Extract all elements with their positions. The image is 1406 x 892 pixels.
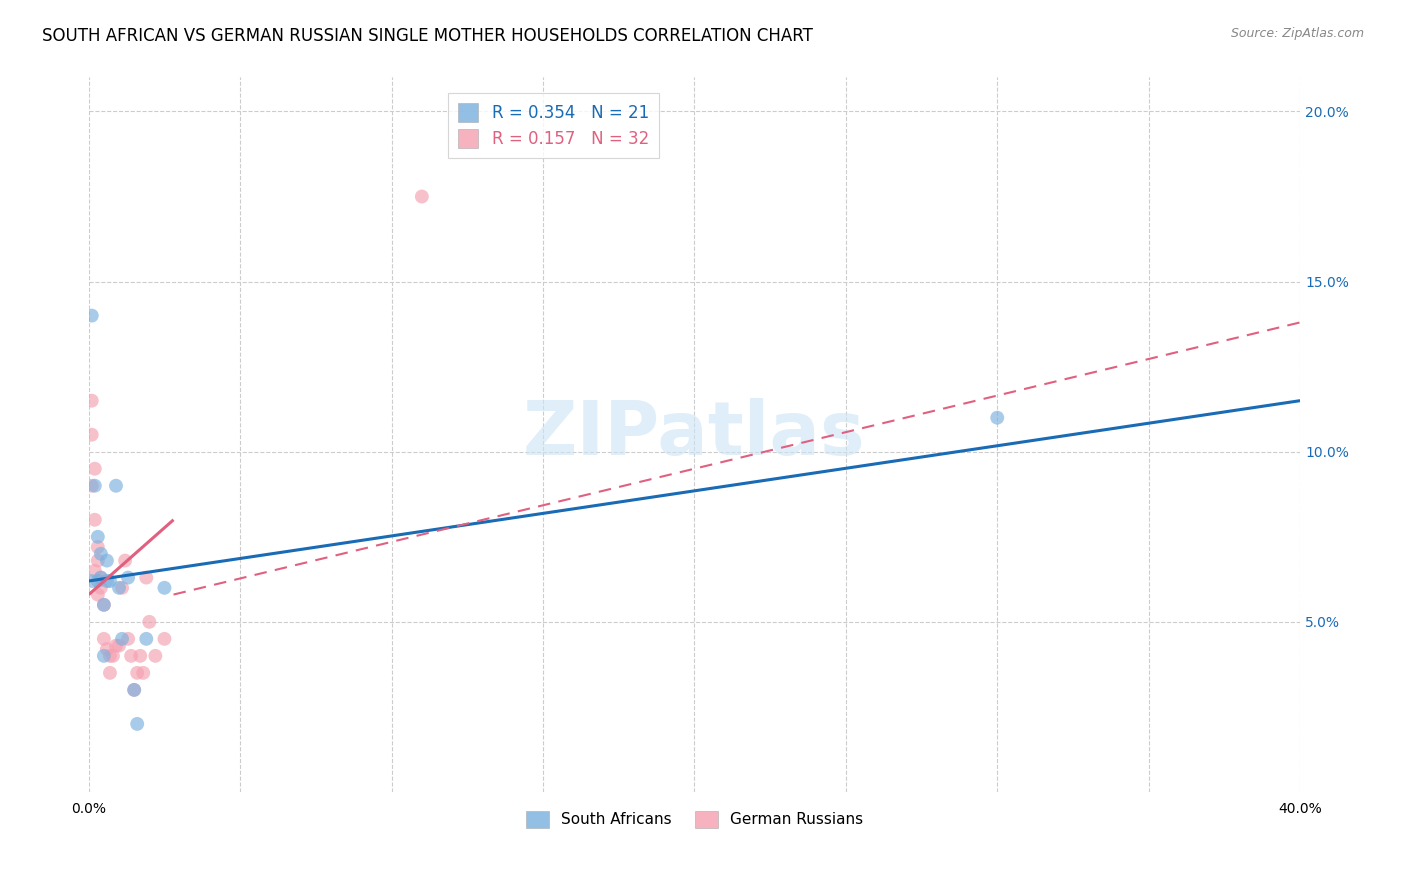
Point <box>93 648 115 663</box>
Point <box>80 574 103 588</box>
Point <box>90 581 112 595</box>
Point <box>93 632 115 646</box>
Point <box>87 553 110 567</box>
Point <box>129 648 152 663</box>
Point <box>90 571 112 585</box>
Point <box>114 553 136 567</box>
Point <box>87 540 110 554</box>
Point <box>153 581 176 595</box>
Point <box>108 581 131 595</box>
Point <box>90 547 112 561</box>
Point <box>411 189 433 203</box>
Point <box>87 574 110 588</box>
Point <box>98 574 121 588</box>
Point <box>83 479 105 493</box>
Point <box>80 479 103 493</box>
Point <box>98 665 121 680</box>
Point <box>986 410 1008 425</box>
Point <box>127 665 149 680</box>
Text: ZIPatlas: ZIPatlas <box>523 398 866 471</box>
Point <box>87 588 110 602</box>
Point <box>117 571 139 585</box>
Point <box>111 632 134 646</box>
Text: Source: ZipAtlas.com: Source: ZipAtlas.com <box>1230 27 1364 40</box>
Point <box>93 598 115 612</box>
Point <box>135 571 157 585</box>
Point <box>90 571 112 585</box>
Point <box>83 513 105 527</box>
Point <box>120 648 142 663</box>
Point <box>93 598 115 612</box>
Point <box>145 648 167 663</box>
Point <box>98 648 121 663</box>
Point <box>87 530 110 544</box>
Point <box>101 648 124 663</box>
Point <box>108 639 131 653</box>
Point <box>80 427 103 442</box>
Point <box>96 574 118 588</box>
Point <box>127 717 149 731</box>
Point <box>80 309 103 323</box>
Point <box>83 461 105 475</box>
Point <box>105 639 128 653</box>
Point <box>153 632 176 646</box>
Legend: South Africans, German Russians: South Africans, German Russians <box>520 805 869 834</box>
Point <box>117 632 139 646</box>
Point <box>83 564 105 578</box>
Point <box>122 682 145 697</box>
Point <box>80 393 103 408</box>
Point <box>135 632 157 646</box>
Point <box>132 665 155 680</box>
Point <box>122 682 145 697</box>
Text: SOUTH AFRICAN VS GERMAN RUSSIAN SINGLE MOTHER HOUSEHOLDS CORRELATION CHART: SOUTH AFRICAN VS GERMAN RUSSIAN SINGLE M… <box>42 27 813 45</box>
Point <box>111 581 134 595</box>
Point <box>105 479 128 493</box>
Point <box>96 642 118 657</box>
Point <box>96 553 118 567</box>
Point <box>138 615 160 629</box>
